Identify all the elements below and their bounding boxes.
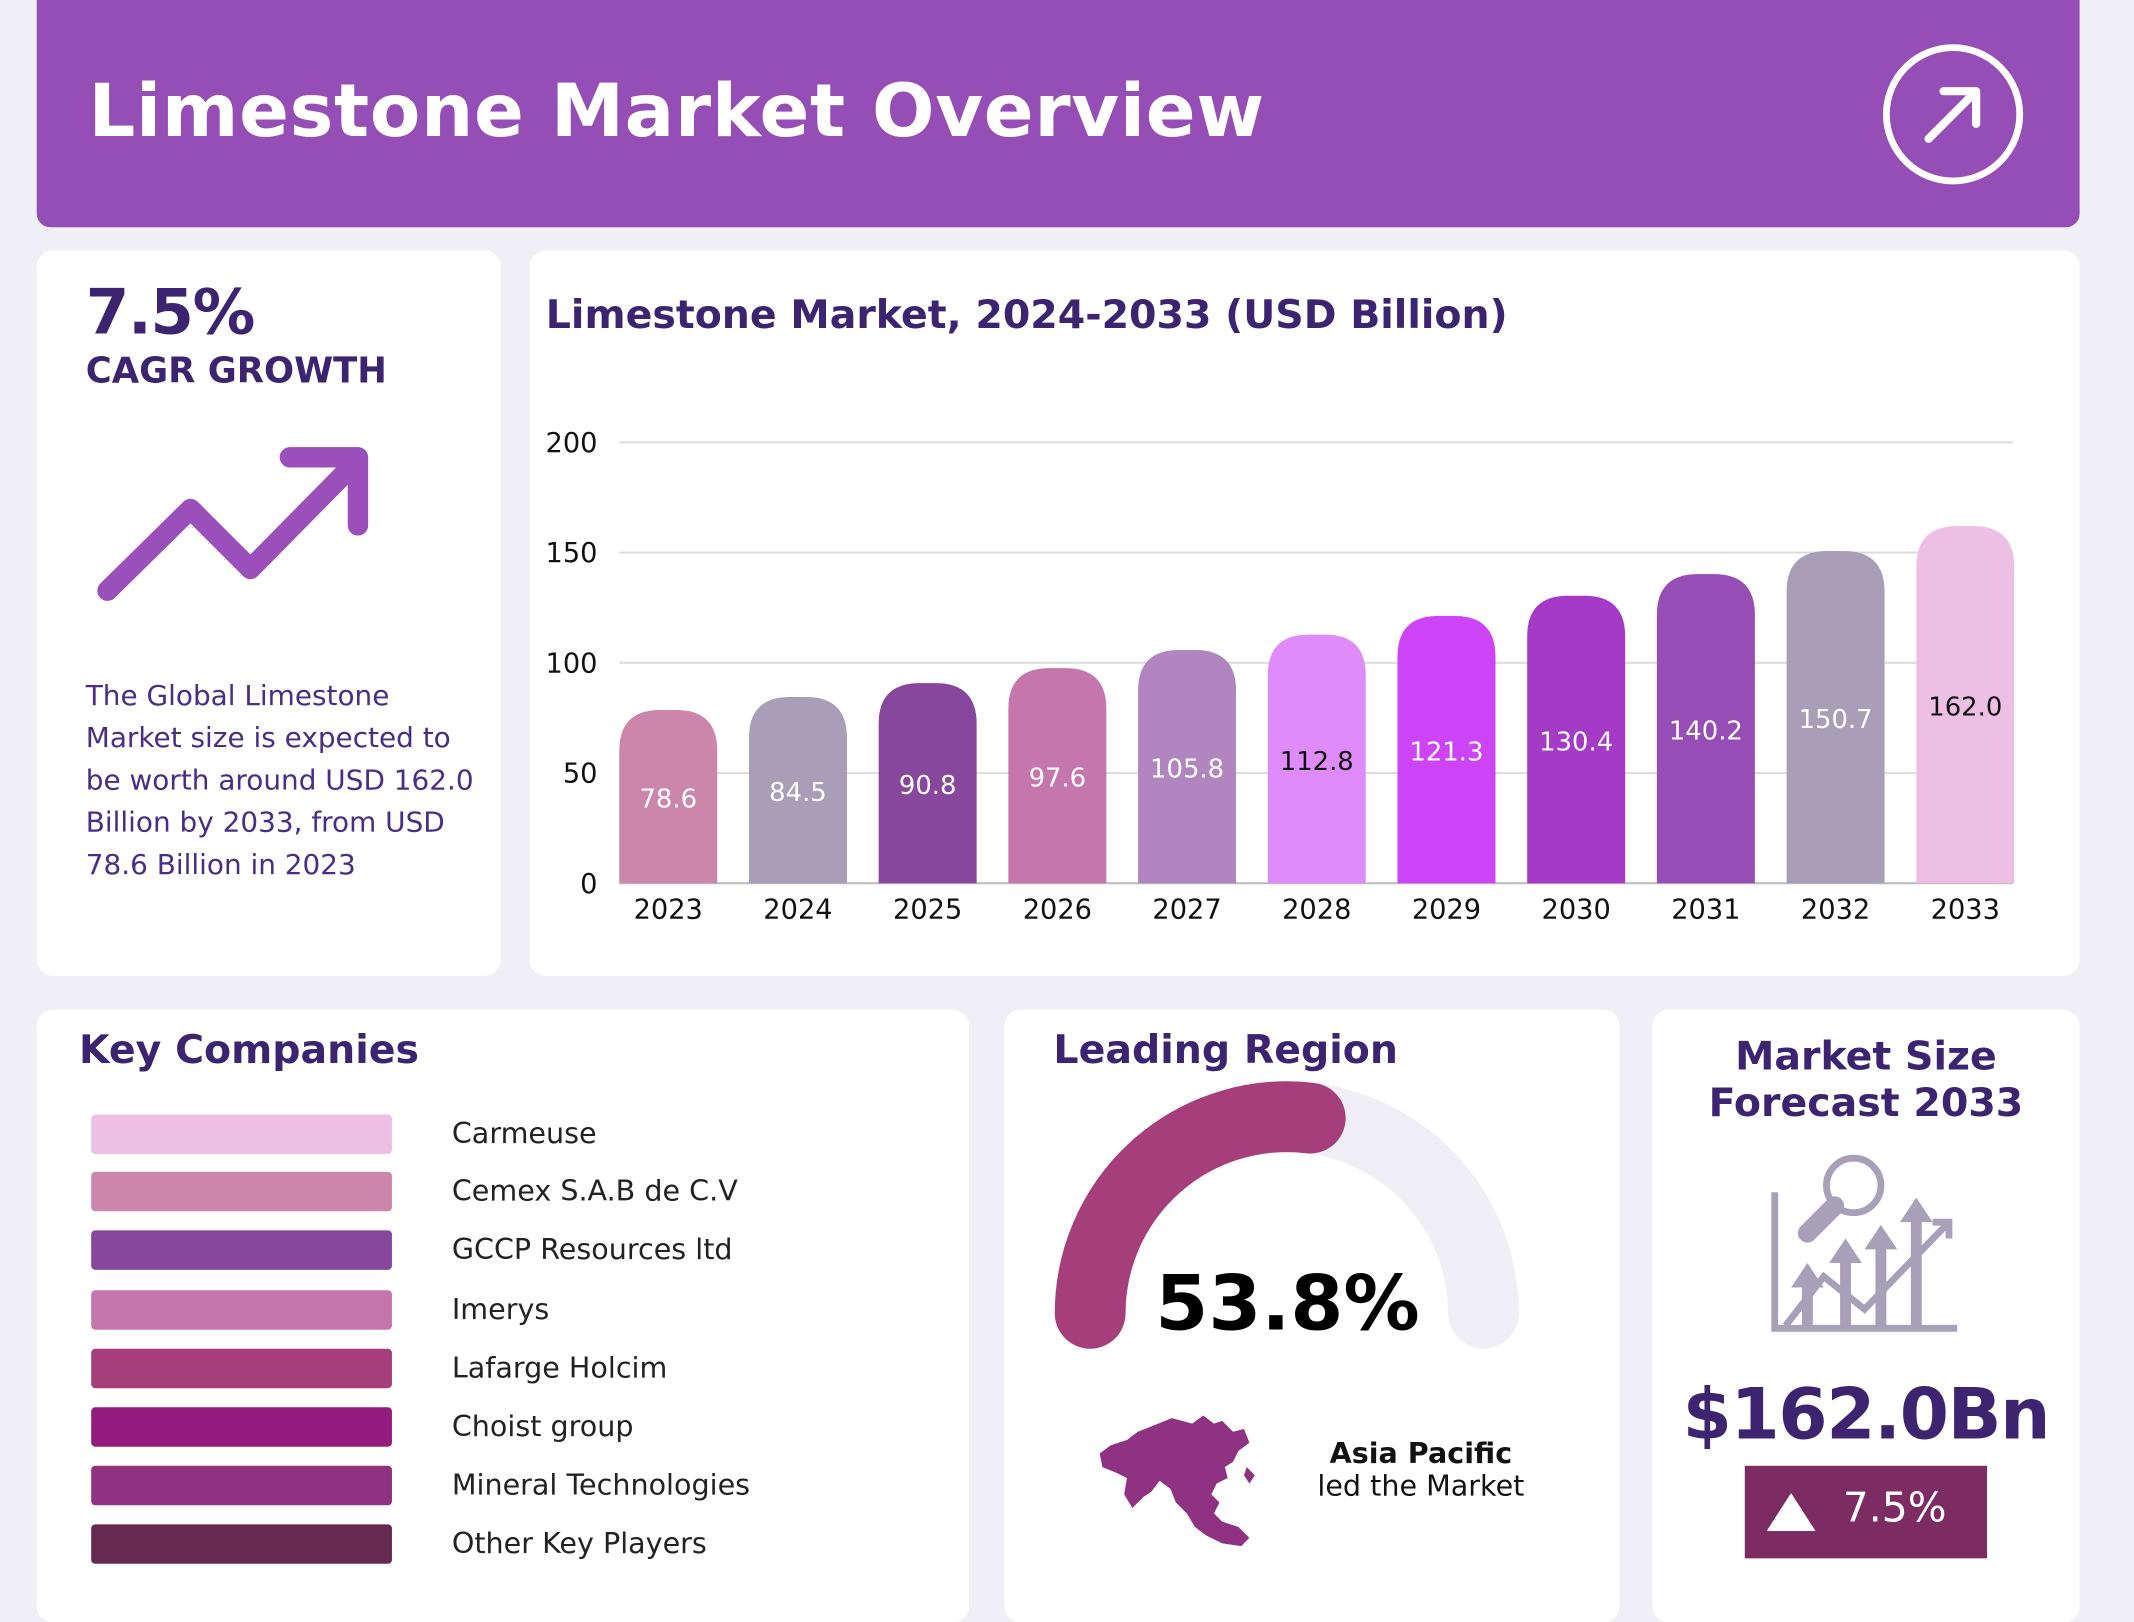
bar-2028[interactable]	[1267, 634, 1366, 884]
company-item: Cemex S.A.B de C.V	[91, 1171, 908, 1213]
forecast-card: Market Size Forecast 2033 $162.0Bn 7.5%	[1652, 1009, 2080, 1622]
bar-2033[interactable]	[1916, 526, 2015, 884]
data-label: 162.0	[1928, 693, 2002, 723]
data-label: 90.8	[899, 771, 957, 801]
header: Limestone Market Overview	[36, 0, 2080, 228]
bar-2024[interactable]	[748, 696, 847, 884]
data-label: 121.3	[1409, 737, 1483, 767]
forecast-title-line1: Market Size	[1735, 1032, 1997, 1080]
legend-swatch	[91, 1171, 392, 1212]
chart-card: Limestone Market, 2024-2033 (USD Billion…	[529, 250, 2080, 976]
region-title: Leading Region	[1053, 1026, 1399, 1073]
company-item: Imerys	[91, 1290, 908, 1331]
growth-value: 7.5%	[1842, 1484, 1947, 1533]
forecast-title-line2: Forecast 2033	[1708, 1079, 2024, 1126]
bar-2032[interactable]	[1786, 551, 1885, 884]
company-name: GCCP Resources ltd	[451, 1233, 733, 1266]
chart-title: Limestone Market, 2024-2033 (USD Billion…	[545, 291, 1508, 338]
x-tick-label: 2027	[1152, 895, 1221, 926]
x-tick-label: 2030	[1542, 895, 1611, 926]
asia-map-icon	[1099, 1415, 1255, 1547]
bar-2029[interactable]	[1397, 615, 1496, 884]
x-tick-label: 2028	[1282, 895, 1351, 926]
cagr-card: 7.5% CAGR GROWTH The Global Limestone Ma…	[36, 250, 501, 976]
x-tick-label: 2023	[634, 895, 703, 926]
page-title: Limestone Market Overview	[88, 68, 1265, 154]
gauge-fill	[1054, 1081, 1346, 1349]
bar-2026[interactable]	[1008, 668, 1107, 884]
x-tick-label: 2032	[1801, 895, 1870, 926]
region-share: 53.8%	[1155, 1260, 1420, 1349]
legend-swatch	[91, 1230, 392, 1270]
legend-swatch	[91, 1290, 392, 1330]
data-label: 130.4	[1539, 727, 1613, 757]
company-item: Carmeuse	[91, 1114, 908, 1156]
bar-2030[interactable]	[1527, 595, 1626, 884]
company-name: Imerys	[451, 1292, 550, 1326]
y-tick-label: 50	[563, 759, 598, 790]
bar-chart: 0 50 100 150 200 78.6 2023 84.5 2024 90.8 2025 97.6…	[546, 428, 2015, 926]
data-label: 78.6	[639, 785, 697, 815]
data-label: 105.8	[1150, 755, 1224, 785]
bar-2023[interactable]	[619, 709, 718, 884]
legend-swatch	[91, 1524, 392, 1564]
y-tick-label: 150	[546, 538, 598, 569]
growth-chart-magnifier-icon	[1771, 1154, 1958, 1332]
bar-2027[interactable]	[1138, 650, 1237, 884]
x-tick-label: 2031	[1671, 895, 1740, 926]
y-tick-label: 200	[546, 428, 598, 459]
data-label: 112.8	[1280, 747, 1354, 777]
region-card: Leading Region 53.8% Asia Pacific led th…	[1004, 1009, 1620, 1622]
company-name: Mineral Technologies	[451, 1468, 751, 1502]
legend-swatch	[91, 1407, 392, 1447]
data-label: 97.6	[1029, 764, 1087, 794]
company-name: Other Key Players	[451, 1527, 707, 1560]
forecast-title: Market Size Forecast 2033	[1652, 1033, 2079, 1126]
cagr-value: 7.5%	[85, 274, 256, 349]
company-item: Choist group	[91, 1407, 908, 1448]
x-tick-label: 2033	[1931, 895, 2000, 926]
data-label: 140.2	[1669, 717, 1743, 747]
cagr-label: CAGR GROWTH	[85, 351, 387, 392]
region-name: Asia Pacific	[1329, 1437, 1513, 1470]
legend-swatch	[91, 1348, 392, 1389]
data-label: 84.5	[769, 778, 827, 808]
company-name: Choist group	[451, 1409, 634, 1443]
company-name: Cemex S.A.B de C.V	[451, 1174, 738, 1208]
x-tick-label: 2025	[893, 895, 962, 926]
triangle-up-icon	[1766, 1493, 1816, 1532]
forecast-value: $162.0Bn	[1682, 1374, 2051, 1457]
growth-badge: 7.5%	[1744, 1465, 1988, 1559]
bar-2025[interactable]	[878, 683, 977, 884]
region-subtitle: led the Market	[1317, 1469, 1525, 1503]
company-item: Mineral Technologies	[91, 1465, 908, 1507]
company-item: Lafarge Holcim	[91, 1348, 908, 1390]
x-tick-label: 2024	[763, 895, 832, 926]
trend-up-arrow-icon	[97, 447, 369, 601]
company-name: Lafarge Holcim	[451, 1351, 668, 1385]
companies-card: Key Companies Carmeuse Cemex S.A.B de C.V…	[36, 1009, 970, 1622]
x-tick-label: 2026	[1023, 895, 1092, 926]
data-label: 150.7	[1799, 705, 1873, 735]
region-gauge	[1054, 1081, 1519, 1349]
y-tick-label: 100	[546, 648, 598, 679]
x-tick-label: 2029	[1412, 895, 1481, 926]
company-item: Other Key Players	[91, 1524, 908, 1565]
arrow-up-right-circle-icon[interactable]	[1881, 44, 2025, 188]
cagr-description: The Global Limestone Market size is expe…	[85, 679, 474, 881]
y-tick-label: 0	[580, 869, 597, 900]
company-name: Carmeuse	[451, 1117, 597, 1151]
companies-title: Key Companies	[78, 1026, 420, 1073]
company-item: GCCP Resources ltd	[91, 1230, 908, 1271]
legend-swatch	[91, 1465, 392, 1506]
bar-2031[interactable]	[1656, 574, 1755, 884]
legend-swatch	[91, 1114, 392, 1155]
